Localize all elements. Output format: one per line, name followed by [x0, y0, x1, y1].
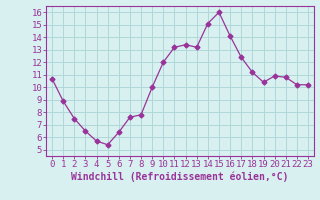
X-axis label: Windchill (Refroidissement éolien,°C): Windchill (Refroidissement éolien,°C): [71, 172, 289, 182]
